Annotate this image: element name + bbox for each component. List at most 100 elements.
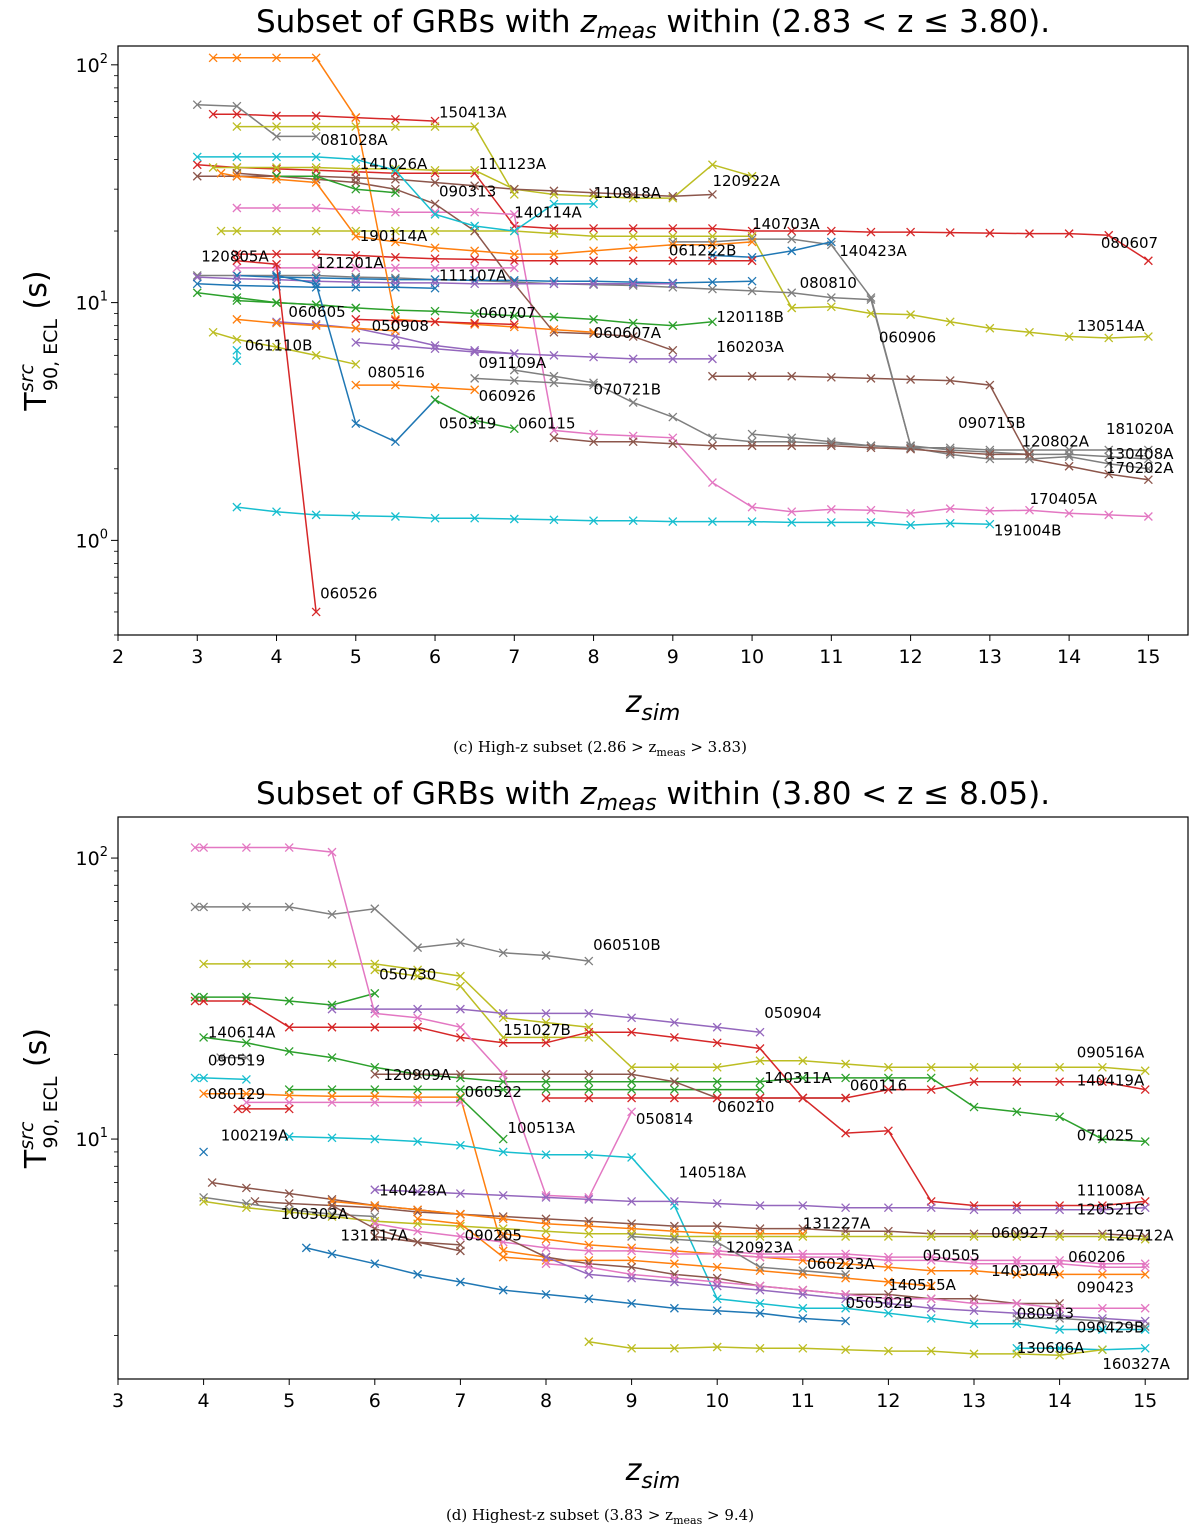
data-point: [455, 1277, 465, 1287]
x-tick-label: 3: [191, 646, 203, 668]
data-point: [628, 256, 638, 266]
data-point: [284, 1047, 294, 1056]
data-point: [584, 1262, 594, 1272]
data-point: [1055, 1062, 1065, 1072]
grb-label: 090516A: [1077, 1044, 1145, 1062]
data-point: [755, 1093, 765, 1103]
data-point: [430, 254, 440, 264]
data-point: [712, 1198, 722, 1208]
data-point: [712, 1085, 722, 1095]
series-060522: [241, 1097, 465, 1107]
data-point: [509, 365, 519, 375]
data-point: [1064, 452, 1074, 462]
grb-label: 060607A: [594, 324, 662, 342]
grb-label: 100302A: [281, 1205, 349, 1223]
data-point: [413, 1187, 423, 1197]
data-point: [470, 345, 480, 355]
data-point: [1097, 1232, 1107, 1241]
figure-caption: (c) High-z subset (2.86 > zmeas > 3.83): [453, 738, 747, 759]
data-point: [311, 131, 321, 141]
data-point: [712, 1262, 722, 1272]
data-point: [712, 1246, 722, 1256]
series-151027B: [190, 996, 1150, 1210]
y-tick-label: 100: [76, 527, 108, 552]
data-point: [628, 354, 638, 364]
data-point: [541, 1192, 551, 1202]
data-point: [866, 227, 876, 237]
data-point: [926, 1196, 936, 1206]
data-point: [549, 229, 559, 239]
data-point: [826, 237, 836, 247]
data-point: [707, 284, 717, 294]
data-point: [509, 249, 519, 259]
data-point: [498, 1008, 508, 1018]
data-point: [430, 306, 440, 316]
data-point: [1097, 1062, 1107, 1072]
data-point: [390, 278, 400, 288]
data-point: [430, 199, 440, 209]
data-point: [985, 228, 995, 238]
data-point: [707, 478, 717, 488]
data-point: [390, 512, 400, 521]
data-point: [707, 224, 717, 233]
data-point: [430, 513, 440, 523]
data-point: [241, 1074, 251, 1084]
data-point: [926, 1346, 936, 1356]
data-point: [926, 1203, 936, 1213]
data-point: [1140, 1066, 1150, 1076]
grb-label: 120922A: [712, 172, 780, 190]
data-point: [351, 178, 361, 187]
data-point: [311, 282, 321, 292]
data-point: [926, 1073, 936, 1083]
data-point: [1055, 1269, 1065, 1279]
data-point: [787, 226, 797, 236]
grb-label: 081028A: [320, 131, 388, 149]
data-point: [755, 1262, 765, 1272]
data-point: [311, 249, 321, 259]
data-point: [284, 1104, 294, 1114]
data-point: [668, 191, 678, 201]
grb-label: 050908: [372, 317, 429, 335]
data-point: [906, 508, 916, 518]
data-point: [413, 943, 423, 953]
data-point: [192, 100, 202, 110]
data-point: [584, 1229, 594, 1239]
data-point: [311, 321, 321, 331]
data-point: [498, 1285, 508, 1295]
data-point: [1097, 1259, 1107, 1269]
grb-label: 060210: [717, 1098, 774, 1116]
grb-label: 050505: [923, 1246, 980, 1264]
data-point: [327, 1249, 337, 1259]
data-point: [370, 1232, 380, 1241]
grb-label: 060926: [479, 387, 536, 405]
data-point: [272, 271, 281, 280]
series-091109A: [351, 337, 519, 359]
series-line: [276, 175, 396, 194]
data-point: [584, 1027, 594, 1037]
data-point: [370, 1022, 380, 1032]
data-point: [669, 1277, 679, 1287]
data-point: [826, 504, 836, 514]
data-point: [712, 1237, 722, 1247]
series-120805A: [232, 263, 519, 273]
data-point: [787, 433, 797, 443]
data-point: [430, 209, 440, 219]
grb-label: 070721B: [594, 381, 662, 399]
data-point: [906, 444, 916, 454]
series-090429B: [1012, 1313, 1150, 1332]
grb-label: 130514A: [1077, 317, 1145, 335]
data-point: [390, 326, 400, 336]
data-point: [284, 1198, 294, 1208]
series-111123A: [232, 122, 519, 199]
data-point: [498, 1085, 508, 1095]
grb-label: 090715B: [958, 414, 1026, 432]
data-point: [1097, 1201, 1107, 1210]
data-point: [327, 909, 337, 919]
data-point: [589, 352, 599, 362]
series-050904: [327, 1004, 765, 1037]
data-point: [589, 279, 599, 289]
series-050908: [232, 314, 400, 336]
data-point: [541, 1085, 551, 1095]
data-point: [841, 1303, 851, 1313]
data-point: [969, 1255, 979, 1265]
